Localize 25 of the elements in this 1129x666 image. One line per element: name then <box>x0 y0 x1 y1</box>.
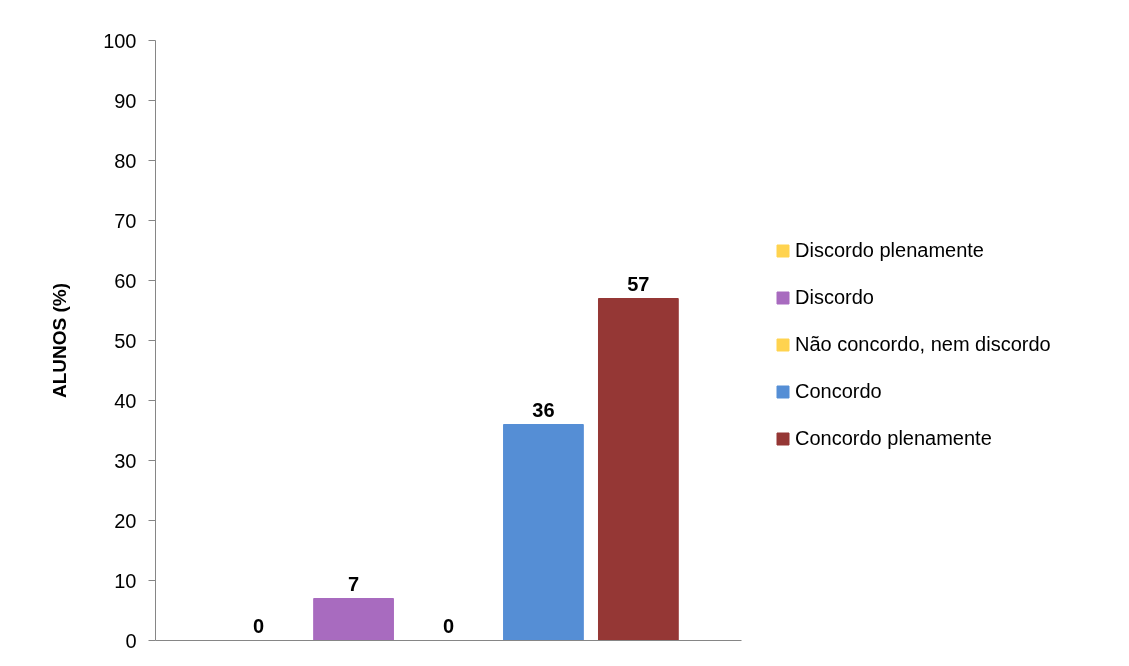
bar <box>313 598 394 641</box>
y-tick-label: 100 <box>103 29 137 52</box>
data-label: 0 <box>253 614 265 637</box>
data-label: 0 <box>442 614 455 637</box>
data-label: 57 <box>627 272 650 295</box>
y-tick-label: 40 <box>114 389 137 412</box>
legend-label: Discordo <box>795 286 874 309</box>
y-axis-title: ALUNOS (%) <box>49 282 71 399</box>
y-tick-label: 50 <box>114 329 137 352</box>
y-tick-label: 10 <box>114 569 137 592</box>
legend-label: Concordo <box>795 380 882 403</box>
data-label: 7 <box>348 572 360 595</box>
data-label: 36 <box>532 398 555 421</box>
y-tick-label: 0 <box>125 629 137 652</box>
y-tick-label: 90 <box>114 89 137 112</box>
bar <box>503 424 584 641</box>
y-tick-label: 20 <box>114 509 137 532</box>
y-tick-label: 30 <box>114 449 137 472</box>
y-tick-label: 70 <box>114 209 137 232</box>
y-tick-label: 80 <box>114 149 137 172</box>
legend-label: Não concordo, nem discordo <box>795 333 1051 356</box>
bar <box>597 298 679 641</box>
y-tick-label: 60 <box>114 269 137 292</box>
legend-label: Discordo plenamente <box>795 239 984 262</box>
legend-label: Concordo plenamente <box>795 427 992 450</box>
